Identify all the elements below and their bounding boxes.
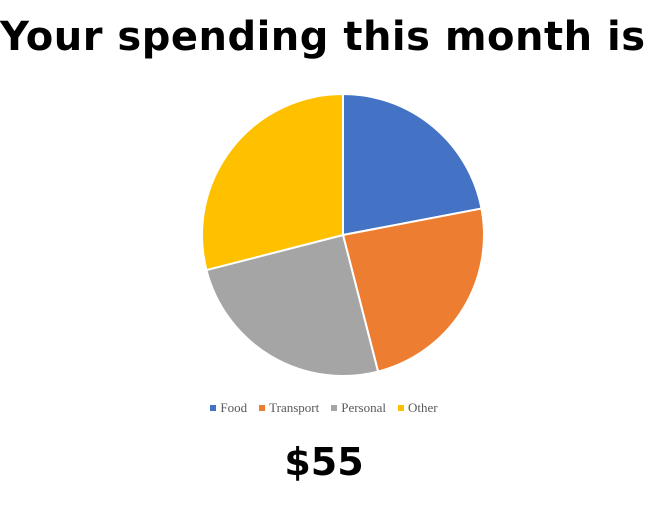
spending-pie-chart — [201, 92, 485, 377]
legend-item-transport: Transport — [259, 400, 319, 416]
legend-label-personal: Personal — [341, 400, 386, 415]
legend-swatch-personal — [331, 405, 338, 411]
chart-legend: Food Transport Personal Other — [0, 400, 648, 416]
legend-item-other: Other — [398, 400, 438, 416]
legend-swatch-food — [210, 405, 217, 411]
pie-slice-transport — [341, 207, 485, 373]
legend-item-personal: Personal — [331, 400, 386, 416]
pie-slice-personal — [205, 233, 380, 377]
pie-slice-other — [201, 92, 344, 272]
pie-slice-food — [342, 92, 483, 237]
spending-amount: $55 — [284, 440, 364, 484]
page-heading: Your spending this month is: — [0, 14, 648, 60]
legend-item-food: Food — [210, 400, 247, 416]
legend-label-food: Food — [220, 400, 248, 415]
legend-swatch-transport — [259, 405, 266, 411]
legend-label-transport: Transport — [269, 400, 320, 415]
pie-slices — [201, 92, 485, 377]
legend-label-other: Other — [408, 400, 438, 415]
legend-swatch-other — [398, 405, 404, 411]
